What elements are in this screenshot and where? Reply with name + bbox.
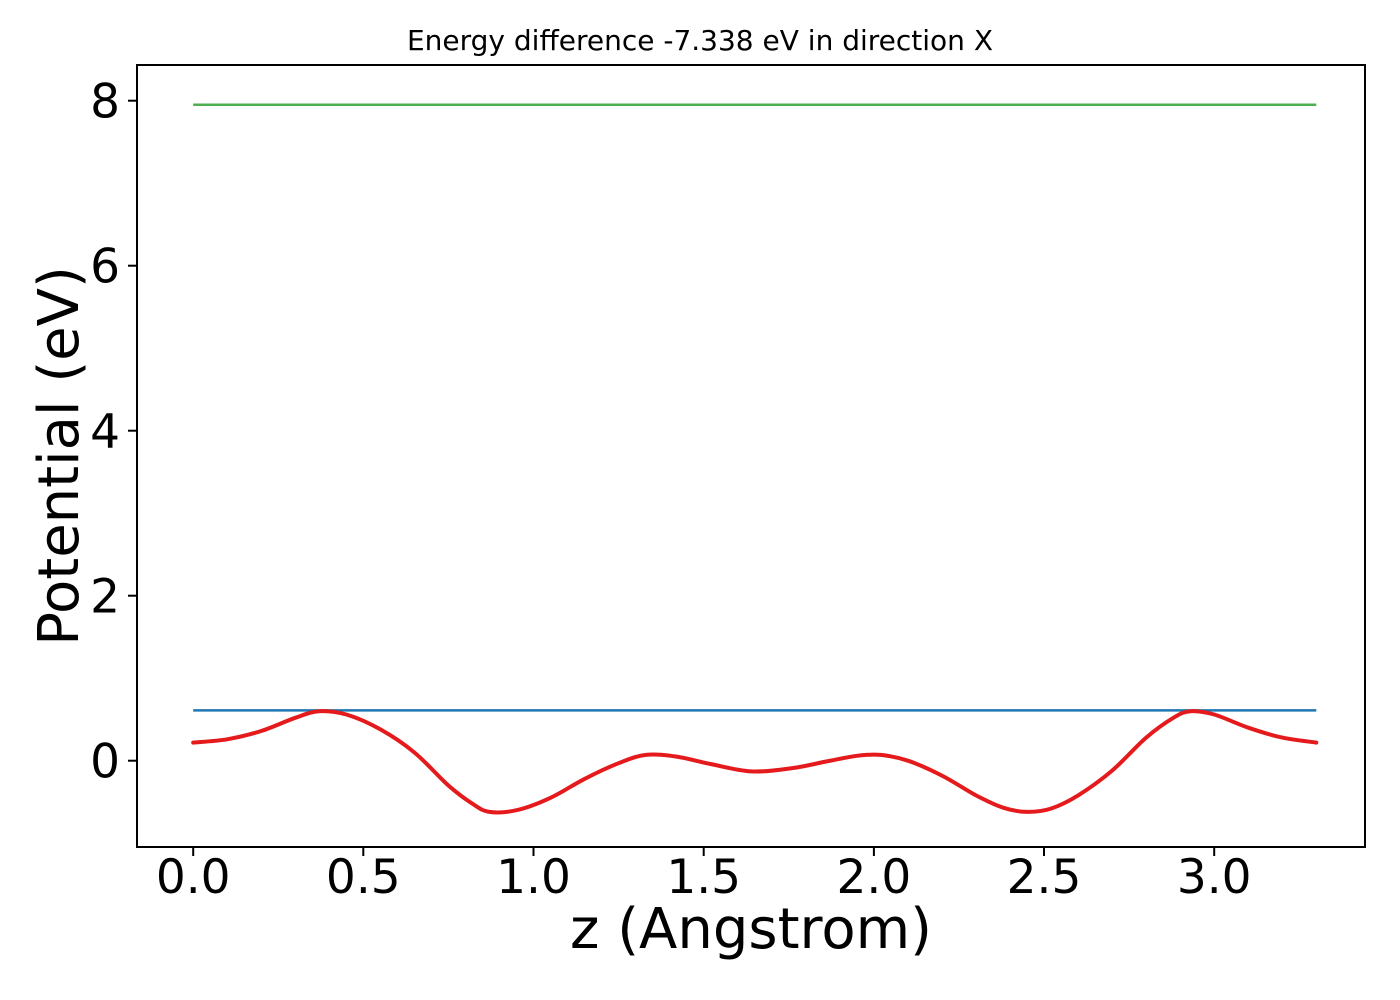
x-tick-label: 0.0 bbox=[156, 850, 231, 905]
x-tick-label: 1.5 bbox=[666, 850, 741, 905]
axes-spines bbox=[136, 64, 1366, 848]
y-tick-label: 2 bbox=[90, 570, 120, 625]
y-tick-label: 8 bbox=[90, 75, 120, 130]
red-curve bbox=[191, 709, 1319, 815]
y-tick-label: 0 bbox=[90, 735, 120, 790]
x-tick-label: 0.5 bbox=[326, 850, 401, 905]
x-tick-label: 2.0 bbox=[837, 850, 912, 905]
x-tick-label: 1.0 bbox=[496, 850, 571, 905]
x-tick-label: 2.5 bbox=[1007, 850, 1082, 905]
x-tick-label: 3.0 bbox=[1177, 850, 1252, 905]
x-axis-label: z (Angstrom) bbox=[570, 897, 932, 962]
y-tick-label: 4 bbox=[90, 405, 120, 460]
y-tick-label: 6 bbox=[90, 240, 120, 295]
chart-title: Energy difference -7.338 eV in direction… bbox=[406, 24, 994, 57]
y-axis-label: Potential (eV) bbox=[27, 266, 92, 646]
